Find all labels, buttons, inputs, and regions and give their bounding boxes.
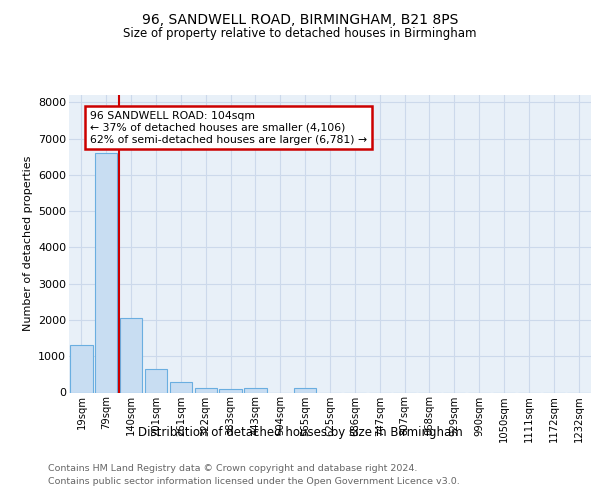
- Text: Contains HM Land Registry data © Crown copyright and database right 2024.: Contains HM Land Registry data © Crown c…: [48, 464, 418, 473]
- Y-axis label: Number of detached properties: Number of detached properties: [23, 156, 32, 332]
- Bar: [220, 389, 242, 392]
- Text: 96 SANDWELL ROAD: 104sqm
← 37% of detached houses are smaller (4,106)
62% of sem: 96 SANDWELL ROAD: 104sqm ← 37% of detach…: [90, 112, 367, 144]
- Text: Contains public sector information licensed under the Open Government Licence v3: Contains public sector information licen…: [48, 477, 460, 486]
- Text: Distribution of detached houses by size in Birmingham: Distribution of detached houses by size …: [137, 426, 463, 439]
- Bar: [120, 318, 142, 392]
- Bar: [194, 388, 217, 392]
- Bar: [70, 346, 92, 393]
- Bar: [244, 388, 266, 392]
- Text: 96, SANDWELL ROAD, BIRMINGHAM, B21 8PS: 96, SANDWELL ROAD, BIRMINGHAM, B21 8PS: [142, 12, 458, 26]
- Bar: [95, 153, 118, 392]
- Bar: [145, 369, 167, 392]
- Text: Size of property relative to detached houses in Birmingham: Size of property relative to detached ho…: [123, 28, 477, 40]
- Bar: [294, 388, 316, 392]
- Bar: [170, 382, 192, 392]
